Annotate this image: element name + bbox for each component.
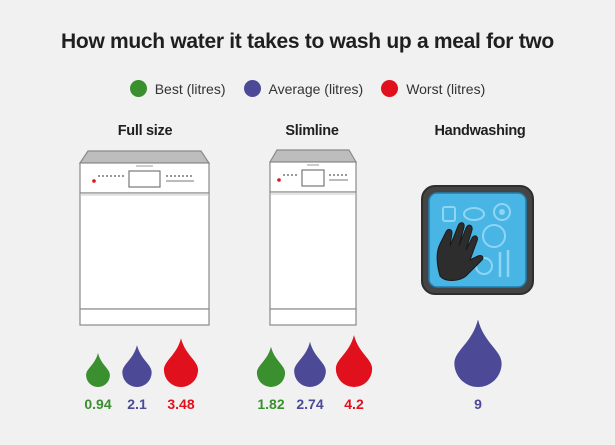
drop-full-size-best <box>86 353 110 387</box>
value-label-full-size-best: 0.94 <box>84 396 111 412</box>
legend-label-average: Average (litres) <box>268 80 364 97</box>
value-label-slimline-best: 1.82 <box>257 396 284 412</box>
legend-item-worst: Worst (litres) <box>381 80 485 97</box>
drop-slimline-average <box>294 341 326 387</box>
legend-dot-average <box>243 80 261 97</box>
handwashing-icon <box>421 185 534 295</box>
value-label-slimline-worst: 4.2 <box>344 396 364 412</box>
legend-dot-worst <box>381 80 399 97</box>
legend-label-worst: Worst (litres) <box>406 80 486 97</box>
legend: Best (litres) Average (litres) Worst (li… <box>0 80 615 97</box>
group-title-slimline: Slimline <box>285 123 339 139</box>
value-label-handwashing-average: 9 <box>474 396 482 412</box>
drop-handwashing-average <box>454 319 502 387</box>
legend-dot-best <box>129 80 147 97</box>
legend-item-best: Best (litres) <box>129 80 226 97</box>
drop-slimline-best <box>256 346 286 387</box>
drop-full-size-worst <box>163 338 199 387</box>
value-label-full-size-average: 2.1 <box>127 396 147 412</box>
legend-item-average: Average (litres) <box>243 80 364 97</box>
group-title-full-size: Full size <box>117 123 173 139</box>
dishwasher-icon <box>78 150 211 326</box>
value-label-slimline-average: 2.74 <box>296 396 323 412</box>
drop-slimline-worst <box>335 335 373 387</box>
group-title-handwashing: Handwashing <box>434 123 526 139</box>
slimline-dishwasher-icon <box>268 149 358 326</box>
drop-full-size-average <box>122 345 152 387</box>
value-label-full-size-worst: 3.48 <box>167 396 194 412</box>
legend-label-best: Best (litres) <box>154 80 226 97</box>
chart-title: How much water it takes to wash up a mea… <box>61 30 554 53</box>
